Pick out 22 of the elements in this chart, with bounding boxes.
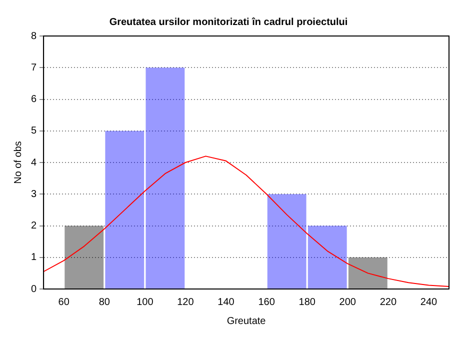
x-tick-label: 240 [420,296,438,308]
y-tick-label: 7 [31,62,37,74]
y-tick-label: 8 [31,30,37,42]
y-tick-label: 2 [31,220,37,232]
y-tick-label: 1 [31,252,37,264]
x-tick-label: 140 [218,296,235,308]
x-tick-label: 80 [98,296,110,308]
x-tick-label: 60 [58,296,70,308]
x-tick-label: 220 [380,296,397,308]
chart-title: Greutatea ursilor monitorizati în cadrul proiectului [109,16,348,28]
y-tick-label: 3 [31,188,37,200]
y-tick-label: 0 [31,284,37,295]
y-tick-label: 5 [31,126,37,137]
x-axis-title: Greutate [226,316,266,327]
y-axis-title: No of obs [12,141,24,184]
y-tick-label: 4 [31,157,37,168]
x-tick-label: 100 [136,296,154,308]
x-tick-label: 160 [258,296,276,308]
x-tick-label: 120 [177,296,194,308]
x-tick-label: 200 [339,296,356,308]
y-tick-label: 6 [31,94,37,105]
x-tick-label: 180 [298,296,316,308]
